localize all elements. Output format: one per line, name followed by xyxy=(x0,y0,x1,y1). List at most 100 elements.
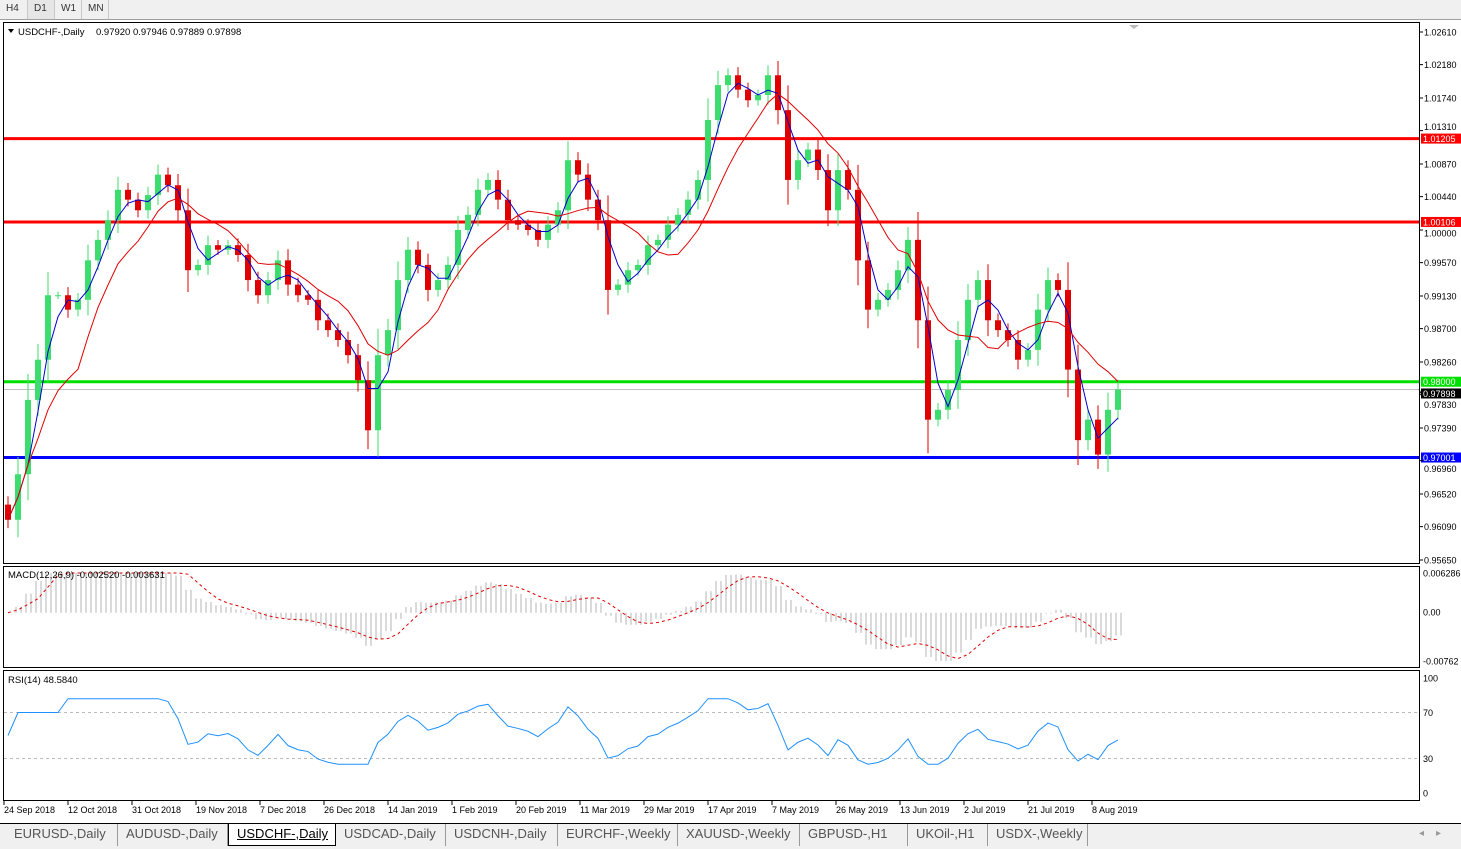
chart-tab[interactable]: EURCHF-,Weekly xyxy=(558,824,678,846)
candle xyxy=(1105,409,1111,455)
chart-tab[interactable]: EURUSD-,Daily xyxy=(6,824,118,846)
candle xyxy=(995,320,1001,331)
rsi-line xyxy=(7,698,1119,765)
price-tick-label: 0.98700 xyxy=(1424,324,1457,334)
candle xyxy=(675,214,681,225)
candle xyxy=(65,295,71,310)
candle xyxy=(1045,280,1051,310)
candle xyxy=(1115,389,1121,410)
candle xyxy=(465,214,471,230)
candle xyxy=(545,224,551,240)
moving-average-line xyxy=(7,93,1119,520)
candle xyxy=(455,230,461,265)
horizontal-line-price: 0.97898 xyxy=(1423,389,1456,399)
candle xyxy=(505,199,511,221)
candle xyxy=(405,249,411,281)
rsi-panel xyxy=(3,670,1420,801)
candle xyxy=(275,260,281,281)
candle xyxy=(445,264,451,281)
price-tick-label: 0.99130 xyxy=(1424,292,1457,302)
candle xyxy=(215,245,221,250)
price-tick-label: 1.00870 xyxy=(1424,160,1457,170)
candle xyxy=(1075,369,1081,441)
macd-label: MACD(12,26,9) -0.002520 -0.003631 xyxy=(8,570,165,581)
macd-signal-line xyxy=(7,572,1119,660)
candle xyxy=(75,299,81,310)
candle xyxy=(435,280,441,290)
candle xyxy=(1055,280,1061,290)
timeframe-toolbar: H4 D1 W1 MN xyxy=(0,0,1461,20)
timeframe-h4[interactable]: H4 xyxy=(0,0,28,19)
price-tick-label: 1.00440 xyxy=(1424,192,1457,202)
date-tick-label: 19 Nov 2018 xyxy=(196,805,247,815)
chart-tab[interactable]: USDCAD-,Daily xyxy=(336,824,446,846)
candle xyxy=(695,179,701,200)
timeframe-mn[interactable]: MN xyxy=(82,0,109,19)
chart-tab[interactable]: USDCHF-,Daily xyxy=(228,824,336,846)
candle xyxy=(1015,340,1021,360)
candle xyxy=(105,220,111,240)
candle xyxy=(285,260,291,285)
chart-tab[interactable]: XAUUSD-,Weekly xyxy=(678,824,800,846)
chart-tab[interactable]: AUDUSD-,Daily xyxy=(118,824,228,846)
candle xyxy=(655,239,661,246)
candle xyxy=(865,260,871,310)
candle xyxy=(395,280,401,331)
candle xyxy=(345,340,351,356)
candle xyxy=(825,170,831,211)
candle xyxy=(585,174,591,200)
candle xyxy=(265,280,271,296)
candle xyxy=(665,224,671,240)
date-tick-label: 8 Aug 2019 xyxy=(1092,805,1138,815)
candle xyxy=(785,110,791,180)
price-tick-label: 0.96520 xyxy=(1424,490,1457,500)
candle xyxy=(115,189,121,221)
date-tick-label: 24 Sep 2018 xyxy=(4,805,55,815)
candle xyxy=(375,355,381,431)
price-tick-label: 0.96960 xyxy=(1424,464,1457,474)
candle xyxy=(305,295,311,300)
rsi-tick-label: 0 xyxy=(1423,789,1428,799)
candle xyxy=(525,224,531,230)
candle xyxy=(855,189,861,261)
candle xyxy=(835,170,841,211)
candle xyxy=(725,75,731,86)
price-tick-label: 0.99570 xyxy=(1424,258,1457,268)
horizontal-line-price: 0.97001 xyxy=(1423,453,1456,463)
rsi-tick-label: 70 xyxy=(1423,708,1433,718)
price-tick-label: 0.97390 xyxy=(1424,424,1457,434)
candle xyxy=(55,295,61,297)
candle xyxy=(755,94,761,101)
price-label-box xyxy=(1421,376,1461,387)
timeframe-d1[interactable]: D1 xyxy=(28,0,55,19)
price-chart[interactable]: 1.01205 1.00106 0.98000 0.97898 0.97001 1.026… xyxy=(0,21,1461,821)
candle xyxy=(645,245,651,265)
candle xyxy=(1005,330,1011,340)
date-tick-label: 20 Feb 2019 xyxy=(516,805,567,815)
chart-tab[interactable]: USDCNH-,Daily xyxy=(446,824,558,846)
price-tick-label: 0.97830 xyxy=(1424,400,1457,410)
tab-scroll-arrows[interactable]: ◂▸ xyxy=(1418,828,1453,839)
candle xyxy=(165,174,171,186)
candle xyxy=(575,160,581,175)
candle xyxy=(155,174,161,196)
timeframe-w1[interactable]: W1 xyxy=(55,0,82,19)
candle xyxy=(145,195,151,211)
chart-ohlc: 0.97920 0.97946 0.97889 0.97898 xyxy=(96,27,241,38)
candle xyxy=(365,380,371,431)
price-tick-label: 1.00000 xyxy=(1424,229,1457,239)
chart-tab[interactable]: USDX-,Weekly xyxy=(988,824,1088,846)
macd-tick-label: 0.006286 xyxy=(1423,569,1461,579)
candle xyxy=(225,245,231,250)
date-tick-label: 31 Oct 2018 xyxy=(132,805,181,815)
chart-tab[interactable]: UKOil-,H1 xyxy=(908,824,988,846)
price-label-box xyxy=(1421,133,1461,144)
candle xyxy=(95,239,101,261)
price-label-box xyxy=(1421,388,1461,399)
date-tick-label: 12 Oct 2018 xyxy=(68,805,117,815)
rsi-tick-label: 30 xyxy=(1423,754,1433,764)
candle xyxy=(35,359,41,400)
candle xyxy=(195,264,201,271)
candle xyxy=(745,89,751,101)
chart-tab[interactable]: GBPUSD-,H1 xyxy=(800,824,908,846)
